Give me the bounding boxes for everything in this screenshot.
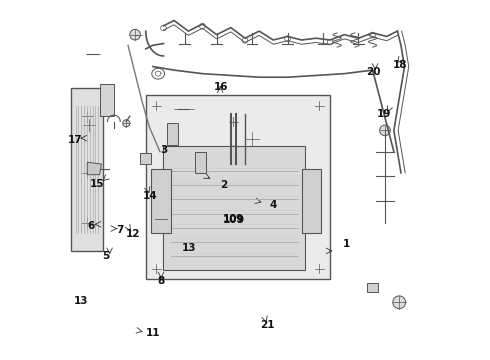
Circle shape bbox=[308, 184, 315, 191]
Polygon shape bbox=[164, 146, 305, 270]
Text: 6: 6 bbox=[87, 221, 95, 231]
Polygon shape bbox=[146, 95, 330, 279]
Text: 9: 9 bbox=[237, 215, 244, 225]
Circle shape bbox=[102, 96, 111, 105]
Polygon shape bbox=[87, 162, 101, 175]
Text: 14: 14 bbox=[143, 191, 157, 201]
Circle shape bbox=[369, 283, 375, 289]
Circle shape bbox=[308, 201, 315, 208]
Text: 13: 13 bbox=[74, 296, 89, 306]
Text: 4: 4 bbox=[270, 200, 277, 210]
Text: 9: 9 bbox=[236, 214, 243, 224]
Circle shape bbox=[157, 201, 165, 208]
Text: 17: 17 bbox=[68, 135, 82, 145]
Polygon shape bbox=[141, 153, 151, 164]
Text: 15: 15 bbox=[90, 179, 104, 189]
Circle shape bbox=[82, 217, 93, 228]
Text: 10: 10 bbox=[222, 214, 237, 224]
Polygon shape bbox=[72, 88, 103, 251]
Circle shape bbox=[82, 168, 93, 178]
Circle shape bbox=[229, 145, 238, 154]
Circle shape bbox=[122, 120, 130, 127]
Circle shape bbox=[315, 101, 324, 110]
Text: 18: 18 bbox=[392, 60, 407, 70]
Polygon shape bbox=[368, 283, 378, 292]
Text: 8: 8 bbox=[157, 276, 165, 286]
Text: 19: 19 bbox=[377, 109, 392, 120]
Circle shape bbox=[82, 111, 93, 122]
Text: 3: 3 bbox=[160, 145, 167, 155]
Polygon shape bbox=[151, 169, 171, 233]
Circle shape bbox=[393, 296, 406, 309]
Text: 12: 12 bbox=[125, 229, 140, 239]
Text: 10: 10 bbox=[223, 215, 238, 225]
Text: 11: 11 bbox=[146, 328, 160, 338]
Text: 13: 13 bbox=[182, 243, 196, 253]
Polygon shape bbox=[99, 84, 114, 116]
Text: 20: 20 bbox=[366, 67, 381, 77]
Circle shape bbox=[83, 119, 96, 131]
Text: 2: 2 bbox=[220, 180, 227, 190]
Circle shape bbox=[245, 132, 259, 146]
Text: 16: 16 bbox=[214, 82, 228, 92]
Text: 21: 21 bbox=[260, 320, 274, 330]
Circle shape bbox=[152, 264, 161, 273]
Circle shape bbox=[130, 30, 141, 40]
Polygon shape bbox=[196, 152, 206, 173]
Text: 7: 7 bbox=[117, 225, 124, 235]
Circle shape bbox=[152, 101, 161, 110]
Polygon shape bbox=[167, 123, 178, 145]
Text: 5: 5 bbox=[102, 251, 109, 261]
Polygon shape bbox=[302, 169, 321, 233]
Circle shape bbox=[315, 264, 324, 273]
Text: 1: 1 bbox=[343, 239, 350, 249]
Circle shape bbox=[157, 184, 165, 191]
Circle shape bbox=[380, 125, 391, 136]
Circle shape bbox=[229, 117, 238, 126]
